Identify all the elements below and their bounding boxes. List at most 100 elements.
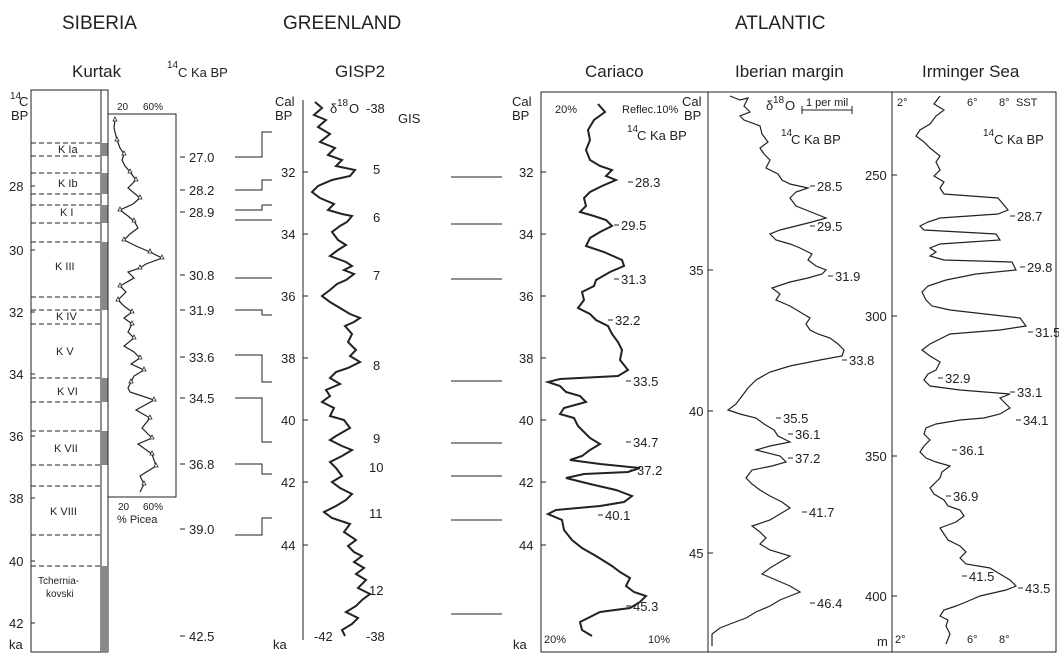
gisp2-bottom-tick-38: -38 [366,629,385,644]
cariaco-bp: BP [512,108,529,123]
cariaco-date-29-5: 29.5 [621,218,646,233]
unit-kovski: kovski [46,589,74,600]
picea-axis-label: % Picea [117,514,158,526]
cariaco-date-33-5: 33.5 [633,374,658,389]
gisp2-title: GISP2 [335,62,385,81]
cariaco-tick-40: 40 [519,413,533,428]
irminger-date-31-5: 31.5 [1035,325,1059,340]
unit-tchernia: Tchernia- [38,576,79,587]
gisp2-top-value: -38 [366,101,385,116]
gis-8: 8 [373,358,380,373]
gis-5: 5 [373,162,380,177]
cariaco-c14: C Ka BP [637,128,687,143]
kurtak-axis-c: C [19,94,28,109]
cariaco-date-37-2: 37.2 [637,463,662,478]
irminger-c14: C Ka BP [994,132,1044,147]
cariaco-bottom-left: 20% [544,634,566,646]
gis-correlation-lines [451,176,502,615]
gisp2-gis-label: GIS [398,111,421,126]
gisp2-ka: ka [273,637,288,652]
iberian-scale: 1 per mil [806,97,848,109]
cariaco-date-32-2: 32.2 [615,313,640,328]
gisp2-tick-44: 44 [281,538,295,553]
iberian-date-46-4: 46.4 [817,596,842,611]
region-atlantic: ATLANTIC [735,13,825,34]
gisp2-tick-34: 34 [281,227,295,242]
irminger-date-29-8: 29.8 [1027,260,1052,275]
irminger-date-28-7: 28.7 [1017,209,1042,224]
iberian-date-28-5: 28.5 [817,179,842,194]
irminger-top-tick-6: 6° [967,97,978,109]
iberian-date-35-5: 35.5 [783,411,808,426]
picea-top-20: 20 [117,102,129,113]
unit-k-viii: K VIII [50,506,77,518]
unit-k-ia: K Ia [58,144,78,156]
gisp2-bottom-tick-42: -42 [314,629,333,644]
irminger-panel: Irminger Sea 2° 6° 8° SST 14 C Ka BP 250… [865,62,1059,653]
iberian-panel: Iberian margin Cal BP 35 40 45 δ 18 O 1 … [682,62,893,653]
kurtak-date-30-8: 30.8 [189,268,214,283]
irminger-top-tick-8: 8° [999,97,1010,109]
unit-k-vi: K VI [57,386,78,398]
irminger-date-43-5: 43.5 [1025,581,1050,596]
kurtak-tick-36: 36 [9,429,23,444]
kurtak-tick-34: 34 [9,367,23,382]
cariaco-bottom-right: 10% [648,634,670,646]
irminger-depth-250: 250 [865,168,887,183]
gisp2-cal: Cal [275,94,295,109]
cariaco-panel: Cariaco Cal BP ka 32 34 36 38 40 42 44 2… [512,62,709,653]
cariaco-cal: Cal [512,94,532,109]
irminger-date-41-5: 41.5 [969,569,994,584]
unit-k-ib: K Ib [58,178,78,190]
kurtak-c14-heading: C Ka BP [178,65,228,80]
iberian-tick-45: 45 [689,546,703,561]
iberian-date-36-1: 36.1 [795,427,820,442]
gisp2-d18o-o: O [349,101,359,116]
gisp2-tick-32: 32 [281,165,295,180]
irminger-depth-400: 400 [865,589,887,604]
cariaco-date-28-3: 28.3 [635,175,660,190]
irminger-bottom-tick-8: 8° [999,634,1010,646]
iberian-bp: BP [684,108,701,123]
kurtak-date-36-8: 36.8 [189,457,214,472]
iberian-title: Iberian margin [735,62,844,81]
gisp2-d18o-sup: 18 [337,98,349,109]
kurtak-c14-sup: 14 [167,60,179,71]
kurtak-date-28-9: 28.9 [189,205,214,220]
iberian-tick-35: 35 [689,263,703,278]
cariaco-tick-34: 34 [519,227,533,242]
gis-10: 10 [369,460,383,475]
cariaco-title: Cariaco [585,62,644,81]
gis-7: 7 [373,268,380,283]
picea-bottom-20: 20 [118,502,130,513]
kurtak-date-28-2: 28.2 [189,183,214,198]
gisp2-tick-36: 36 [281,289,295,304]
kurtak-date-31-9: 31.9 [189,303,214,318]
iberian-c14-sup: 14 [781,128,793,139]
cariaco-tick-44: 44 [519,538,533,553]
gis-12: 12 [369,583,383,598]
gis-6: 6 [373,210,380,225]
irminger-depth-350: 350 [865,449,887,464]
gis-9: 9 [373,431,380,446]
cariaco-tick-32: 32 [519,165,533,180]
kurtak-axis-ka: ka [9,637,24,652]
irminger-bottom-tick-6: 6° [967,634,978,646]
kurtak-axis-bp: BP [11,108,28,123]
irminger-date-34-1: 34.1 [1023,413,1048,428]
unit-k-v: K V [56,346,74,358]
iberian-tick-40: 40 [689,404,703,419]
irminger-date-33-1: 33.1 [1017,385,1042,400]
cariaco-top-right: Reflec.10% [622,104,678,116]
irminger-c14-sup: 14 [983,128,995,139]
kurtak-date-42-5: 42.5 [189,629,214,644]
cariaco-tick-38: 38 [519,351,533,366]
irminger-depth-300: 300 [865,309,887,324]
cariaco-date-34-7: 34.7 [633,435,658,450]
kurtak-tick-28: 28 [9,179,23,194]
irminger-bottom-tick-2: 2° [895,634,906,646]
gisp2-tick-42: 42 [281,475,295,490]
kurtak-axis-sup: 14 [10,91,22,102]
iberian-date-37-2: 37.2 [795,451,820,466]
